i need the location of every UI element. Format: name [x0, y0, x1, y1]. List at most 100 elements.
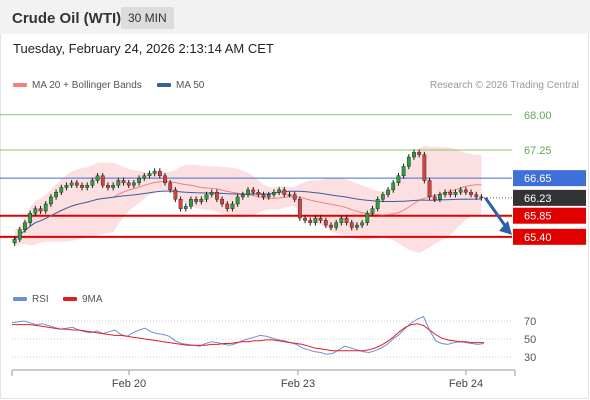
header-bar: Crude Oil (WTI) 30 MIN — [0, 0, 590, 34]
legend-ma20: MA 20 + Bollinger Bands — [13, 80, 142, 91]
candle-body — [199, 199, 204, 202]
candle-body — [339, 217, 344, 223]
candle-body — [214, 192, 219, 200]
candle-body — [318, 217, 323, 221]
level-label-67-25: 67.25 — [524, 145, 552, 157]
timestamp: Tuesday, February 24, 2026 2:13:14 AM CE… — [13, 41, 274, 56]
candle-body — [183, 206, 188, 209]
legend-ma50: MA 50 — [157, 80, 204, 91]
candle-body — [194, 199, 199, 202]
candle-body — [256, 192, 261, 195]
candle-body — [178, 199, 183, 209]
forecast-arrow-head — [499, 220, 512, 235]
candle-body — [443, 192, 447, 195]
x-tick-label: Feb 23 — [281, 378, 315, 390]
candle-body — [308, 220, 313, 223]
candle-body — [220, 199, 224, 205]
candle-body — [49, 196, 53, 205]
candle-body — [230, 203, 235, 209]
candle-body — [28, 213, 33, 223]
candle-body — [349, 222, 354, 228]
candle-body — [360, 222, 364, 226]
candle-body — [147, 173, 152, 177]
candle-body — [365, 213, 370, 223]
candle-body — [386, 189, 390, 195]
candle-body — [251, 189, 256, 193]
candle-body — [432, 196, 437, 200]
legend-9ma: 9MA — [63, 294, 103, 305]
candle-body — [64, 184, 69, 188]
candle-body — [189, 199, 193, 207]
candle-body — [235, 196, 240, 205]
candle-body — [12, 238, 17, 244]
level-tag-66-23 — [513, 189, 586, 206]
level-tag-66-65 — [513, 170, 586, 187]
level-label-65-85: 65.85 — [524, 211, 552, 223]
candle-body — [261, 194, 266, 198]
candle-body — [370, 208, 375, 214]
candle-body — [272, 192, 276, 195]
candle-body — [111, 184, 116, 188]
forecast-arrow-shaft — [484, 197, 510, 231]
candle-body — [297, 199, 302, 219]
ma50-legend-label: MA 50 — [176, 80, 205, 91]
candle-body — [329, 224, 333, 228]
candle-body — [401, 166, 406, 177]
candle-body — [266, 194, 271, 198]
candle-body — [303, 217, 307, 221]
timeframe-button[interactable]: 30 MIN — [121, 7, 174, 29]
candle-body — [95, 175, 100, 181]
candle-body — [417, 152, 422, 155]
candle-body — [121, 180, 126, 184]
rsi-line — [11, 315, 485, 355]
candle-body — [116, 180, 121, 186]
candle-body — [173, 189, 178, 200]
candle-body — [106, 184, 110, 188]
candle-body — [380, 194, 385, 200]
candle-body — [406, 156, 411, 167]
ma9-legend-label: 9MA — [82, 294, 103, 305]
candle-body — [474, 194, 479, 198]
candle-body — [422, 154, 427, 181]
candle-body — [17, 229, 22, 240]
level-label-66-23: 66.23 — [524, 193, 552, 205]
ma50-swatch — [157, 83, 171, 88]
candle-body — [85, 184, 90, 188]
x-tick-label: Feb 24 — [449, 378, 483, 390]
candle-body — [23, 222, 27, 230]
level-tag-65-85 — [513, 207, 586, 224]
candle-body — [427, 180, 432, 198]
candle-body — [157, 170, 162, 177]
candle-body — [142, 175, 147, 179]
candle-body — [209, 192, 214, 195]
rsi-legend-label: RSI — [32, 294, 49, 305]
candle-body — [391, 182, 396, 191]
candle-body — [282, 189, 287, 195]
copyright-text: Research © 2026 Trading Central — [429, 80, 579, 91]
candle-body — [287, 194, 292, 196]
bollinger-band — [14, 146, 482, 253]
candle-body — [80, 184, 84, 188]
candle-body — [396, 175, 401, 184]
rsi-tick-label: 70 — [524, 316, 536, 328]
candle-body — [463, 189, 468, 193]
ma9-swatch — [63, 297, 77, 302]
candle-body — [277, 189, 282, 193]
candle-body — [204, 194, 209, 200]
candle-body — [334, 222, 339, 228]
candle-body — [54, 192, 58, 198]
candle-body — [344, 217, 349, 223]
candle-body — [59, 187, 64, 193]
candle-body — [412, 152, 416, 158]
candle-body — [448, 192, 453, 195]
candle-body — [323, 220, 328, 226]
candle-body — [132, 182, 136, 186]
legend-rsi: RSI — [13, 294, 49, 305]
rsi-tick-label: 30 — [524, 352, 536, 364]
level-label-65-40: 65.40 — [524, 232, 552, 244]
candle-body — [163, 175, 167, 184]
candle-body — [33, 208, 38, 214]
candle-body — [355, 224, 359, 228]
candle-body — [292, 194, 297, 200]
